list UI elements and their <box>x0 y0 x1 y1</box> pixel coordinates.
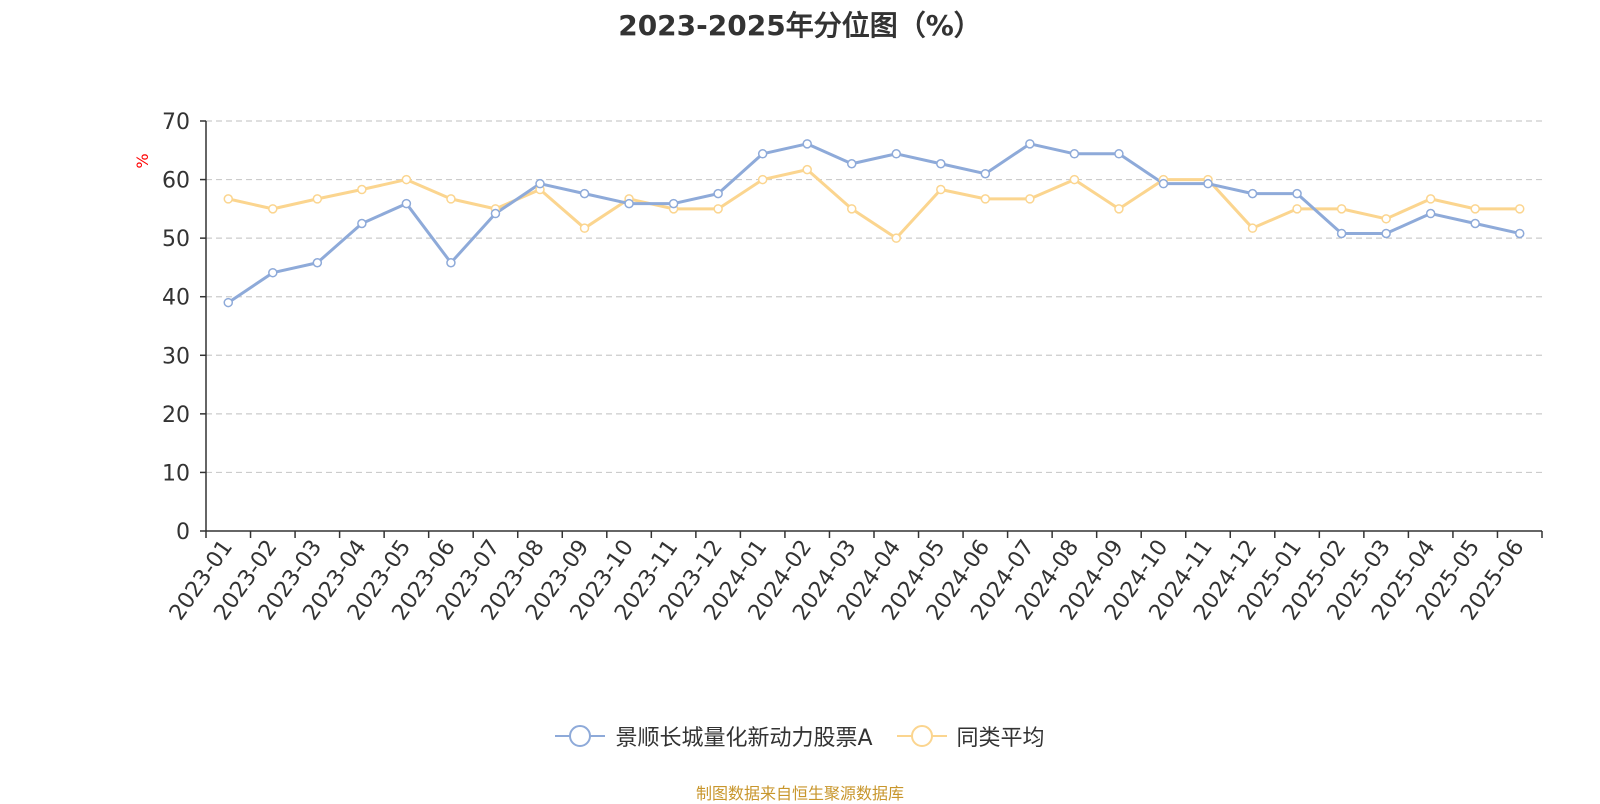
data-point-s1-16 <box>936 184 946 195</box>
data-point-s0-21 <box>1158 178 1169 189</box>
data-point-s0-22 <box>1203 178 1213 189</box>
data-point-s1-2 <box>312 194 323 204</box>
y-tick-label-40: 40 <box>162 286 190 311</box>
y-axis-ticks: 0 10 20 30 40 50 60 70 <box>162 110 206 545</box>
data-point-s0-28 <box>1470 218 1480 229</box>
data-point-s0-15 <box>891 149 902 159</box>
data-point-s0-9 <box>624 198 634 209</box>
legend-item-series-a[interactable]: 景顺长城量化新动力股票A <box>555 720 873 752</box>
data-point-s0-16 <box>936 159 946 169</box>
y-tick-label-10: 10 <box>162 461 190 486</box>
data-point-s1-19 <box>1069 174 1080 185</box>
data-point-s1-11 <box>713 204 723 214</box>
data-point-s0-24 <box>1292 188 1302 199</box>
legend-item-series-b[interactable]: 同类平均 <box>896 720 1045 752</box>
axes: % <box>133 121 1542 532</box>
y-tick-label-70: 70 <box>162 110 190 135</box>
data-point-s1-14 <box>846 204 857 214</box>
series-line-1 <box>227 168 1520 240</box>
data-point-s1-26 <box>1381 214 1391 224</box>
data-point-s0-26 <box>1381 228 1391 239</box>
y-tick-label-50: 50 <box>162 227 190 252</box>
data-point-s0-13 <box>802 139 812 149</box>
data-point-s0-11 <box>713 188 723 199</box>
y-axis-label: % <box>133 153 152 168</box>
data-point-s1-13 <box>802 164 812 175</box>
data-point-s1-27 <box>1425 194 1436 204</box>
legend-marker-series-b <box>896 725 947 747</box>
y-tick-label-30: 30 <box>162 344 190 369</box>
data-point-s1-3 <box>357 184 367 195</box>
data-point-s0-3 <box>357 218 367 229</box>
data-point-s0-6 <box>490 208 501 219</box>
data-point-s0-4 <box>401 198 412 209</box>
series-line-0 <box>227 142 1521 304</box>
data-point-s1-23 <box>1247 223 1258 233</box>
data-point-s1-29 <box>1514 204 1525 214</box>
data-point-s0-18 <box>1025 139 1035 149</box>
x-axis-ticks: 2023-012023-022023-032023-042023-052023-… <box>165 531 1543 625</box>
data-point-s1-1 <box>268 204 278 214</box>
data-point-s1-20 <box>1114 204 1124 214</box>
data-point-s0-0 <box>223 297 234 308</box>
data-point-s0-14 <box>846 159 857 169</box>
data-point-s1-5 <box>446 194 456 204</box>
data-point-s1-15 <box>891 233 902 243</box>
data-point-s0-17 <box>980 168 991 179</box>
data-point-s1-25 <box>1336 204 1347 214</box>
data-point-s0-12 <box>757 149 768 159</box>
line-chart: % 0 10 20 30 40 50 60 70 2023-012023-022023-032… <box>133 110 1543 625</box>
data-point-s0-1 <box>268 267 278 278</box>
data-point-s1-24 <box>1292 204 1302 214</box>
legend: 景顺长城量化新动力股票A 同类平均 <box>0 720 1600 752</box>
data-point-s0-27 <box>1425 208 1436 219</box>
legend-label-series-a: 景顺长城量化新动力股票A <box>615 726 873 751</box>
series-lines <box>227 142 1521 304</box>
data-point-s1-8 <box>579 223 590 233</box>
data-point-s0-20 <box>1114 149 1124 159</box>
data-point-s1-4 <box>401 174 412 185</box>
data-point-s0-5 <box>446 257 456 268</box>
data-point-s0-25 <box>1336 228 1347 239</box>
data-point-s1-17 <box>980 194 991 204</box>
data-point-s0-19 <box>1069 149 1080 159</box>
data-point-s0-10 <box>668 198 679 209</box>
data-point-s1-12 <box>757 174 768 185</box>
data-source-note: 制图数据来自恒生聚源数据库 <box>695 784 904 803</box>
y-tick-label-60: 60 <box>162 169 190 194</box>
data-point-s1-28 <box>1470 204 1480 214</box>
data-point-s1-18 <box>1025 194 1035 204</box>
chart-title: 2023-2025年分位图（%） <box>618 9 982 42</box>
data-point-s0-2 <box>312 257 323 268</box>
legend-marker-series-a <box>555 725 606 747</box>
data-point-s0-7 <box>535 178 545 189</box>
data-point-s0-23 <box>1247 188 1258 199</box>
data-point-s0-8 <box>579 188 590 199</box>
grid-lines <box>206 120 1542 474</box>
legend-label-series-b: 同类平均 <box>956 726 1045 751</box>
series-points <box>223 139 1525 308</box>
y-tick-label-0: 0 <box>176 520 190 545</box>
data-point-s0-29 <box>1514 228 1525 239</box>
data-point-s1-0 <box>223 194 234 204</box>
y-tick-label-20: 20 <box>162 403 190 428</box>
